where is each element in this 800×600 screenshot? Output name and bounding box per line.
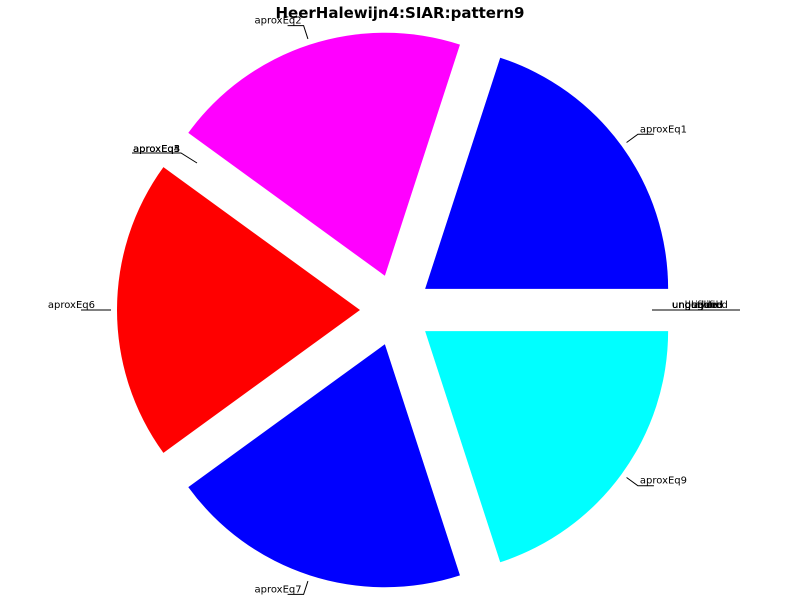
slice-label-ungridded: ungridded	[672, 300, 723, 311]
leader-line-aproxEq1	[626, 133, 654, 143]
pie-slice-aproxEq6	[117, 167, 361, 453]
slice-group	[117, 32, 669, 588]
slice-label-aproxEq2: aproxEq2	[254, 16, 301, 27]
slice-label-aproxEq5: aproxEq5	[133, 144, 180, 155]
slice-label-unplayed: unplayed	[672, 300, 718, 311]
label-group: aproxEq1 aproxEq2 aproxEq6 aproxEq7 aproxEq9…	[48, 16, 728, 596]
slice-label-unbegun: unbegun	[672, 300, 716, 311]
pie-slice-aproxEq9	[425, 331, 669, 563]
pie-slice-aproxEq1	[425, 57, 669, 289]
leader-line-left-stack	[132, 152, 198, 164]
slice-label-aproxEq3: aproxEq3	[133, 144, 180, 155]
leader-line-aproxEq9	[626, 477, 654, 487]
pie-slice-aproxEq2	[188, 32, 460, 276]
slice-label-aproxEq7: aproxEq7	[254, 584, 301, 595]
pie-slice-aproxEq7	[188, 344, 460, 588]
leader-group	[81, 25, 740, 595]
leader-line-aproxEq7	[287, 580, 309, 595]
slice-label-aproxEq4: aproxEq4	[133, 144, 180, 155]
slice-label-aproxEq1: aproxEq1	[640, 124, 687, 135]
slice-label-undefined: undefined	[672, 300, 722, 311]
chart-title: HeerHalewijn4:SIAR:pattern9	[276, 4, 525, 22]
slice-label-aproxEq6: aproxEq6	[48, 300, 95, 311]
leader-line-aproxEq2	[287, 25, 309, 40]
slice-label-aproxEq9: aproxEq9	[640, 476, 687, 487]
slice-label-unqualified: unqualified	[672, 300, 728, 311]
